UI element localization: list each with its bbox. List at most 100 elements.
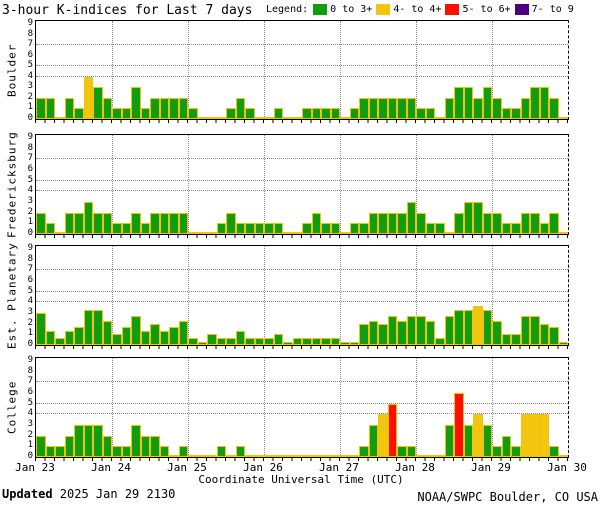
k-index-bar (349, 108, 359, 119)
y-tick-label: 8 (27, 142, 33, 153)
k-index-bar (520, 213, 530, 234)
k-index-bar (397, 213, 407, 234)
k-index-bar (530, 87, 540, 119)
k-index-bar (188, 232, 198, 234)
k-index-bar (340, 232, 350, 234)
y-tick-label: 7 (27, 39, 33, 50)
day-gridline (112, 358, 113, 457)
y-tick-label: 4 (27, 185, 33, 196)
k-index-bar (216, 446, 226, 457)
x-tick-label: Jan 27 (319, 461, 359, 474)
k-index-bar (197, 342, 207, 345)
y-tick-label: 4 (27, 296, 33, 307)
k-index-bar (159, 446, 169, 457)
x-tick-label: Jan 29 (471, 461, 511, 474)
day-gridline (112, 21, 113, 119)
y-tick-label: 5 (27, 60, 33, 71)
k-index-bar (435, 117, 445, 119)
k-gridline (36, 413, 568, 415)
k-index-bar (492, 446, 502, 457)
k-index-bar (406, 202, 416, 234)
k-index-bar (159, 213, 169, 234)
k-index-bar (368, 321, 378, 345)
k-index-bar (121, 223, 131, 234)
k-index-bar (216, 223, 226, 234)
k-index-bar (530, 414, 540, 457)
k-index-bar (283, 455, 293, 457)
k-index-bar (273, 334, 283, 345)
k-index-bar (188, 338, 198, 345)
k-index-bar (235, 331, 245, 345)
k-index-bar (74, 213, 84, 234)
y-tick-label: 4 (27, 70, 33, 81)
k-index-bar (473, 98, 483, 119)
y-tick-label: 5 (27, 174, 33, 185)
k-gridline (36, 158, 568, 160)
y-tick-label: 2 (27, 91, 33, 102)
k-index-bar (511, 446, 521, 457)
k-index-bar (188, 108, 198, 119)
day-gridline (112, 246, 113, 345)
k-index-bar (74, 108, 84, 119)
panel-college: 0 1 2 3 4 5 6 7 8 9 College (6, 356, 569, 461)
day-gridline (340, 246, 341, 345)
k-index-bar (520, 414, 530, 457)
k-index-bar (492, 213, 502, 234)
updated-value: 2025 Jan 29 2130 (52, 487, 176, 501)
k-index-bar (558, 342, 568, 345)
k-index-bar (254, 455, 264, 457)
day-gridline (492, 21, 493, 119)
k-index-bar (254, 338, 264, 345)
k-index-bar (416, 108, 426, 119)
k-index-bar (283, 117, 293, 119)
k-index-bar (359, 98, 369, 119)
x-tick-label: Jan 28 (395, 461, 435, 474)
k-index-bar (226, 108, 236, 119)
y-tick-label: 2 (27, 206, 33, 217)
k-index-bar (387, 404, 397, 457)
k-index-bar (112, 223, 122, 234)
k-index-bar (216, 117, 226, 119)
legend-item: 4- to 4+ (376, 4, 441, 15)
k-index-bar (178, 213, 188, 234)
k-index-bar (311, 338, 321, 345)
k-index-bar (302, 455, 312, 457)
day-gridline (340, 21, 341, 119)
credit-text: NOAA/SWPC Boulder, CO USA (417, 490, 598, 504)
day-gridline (112, 135, 113, 234)
k-gridline (36, 269, 568, 271)
y-tick-label: 2 (27, 317, 33, 328)
k-index-bar (321, 455, 331, 457)
k-index-bar (321, 223, 331, 234)
k-index-bar (511, 223, 521, 234)
k-index-bar (45, 223, 55, 234)
k-gridline (36, 402, 568, 404)
k-index-bar (121, 446, 131, 457)
k-index-bar (140, 331, 150, 345)
k-index-bar (64, 213, 74, 234)
y-tick-label: 1 (27, 217, 33, 228)
k-index-bar (83, 77, 93, 119)
k-index-bar (235, 446, 245, 457)
k-index-bar (121, 327, 131, 345)
k-gridline (36, 44, 568, 46)
k-index-bar (378, 324, 388, 345)
k-index-bar (55, 117, 65, 119)
k-index-bar (330, 338, 340, 345)
y-tick-label: 1 (27, 440, 33, 451)
k-index-bar (530, 316, 540, 345)
k-index-bar (482, 213, 492, 234)
y-tick-label: 6 (27, 164, 33, 175)
x-minor-ticks (35, 120, 568, 123)
k-index-bar (64, 436, 74, 457)
k-index-bar (93, 87, 103, 119)
k-index-bar (311, 213, 321, 234)
k-index-bar (254, 117, 264, 119)
y-tick-label: 3 (27, 419, 33, 430)
k-index-bar (425, 321, 435, 345)
k-index-bar (397, 446, 407, 457)
k-index-bar (501, 436, 511, 457)
k-index-bar (539, 223, 549, 234)
k-index-bar (539, 414, 549, 457)
k-index-bar (216, 338, 226, 345)
